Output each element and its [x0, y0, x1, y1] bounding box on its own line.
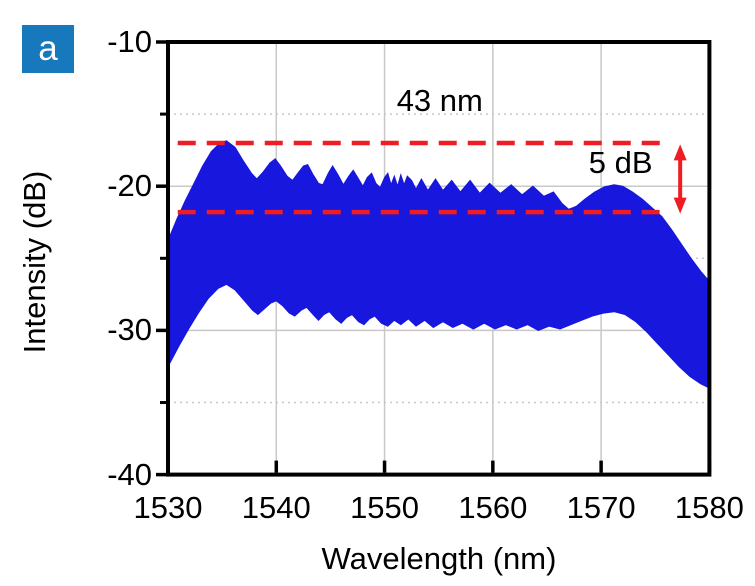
x-tick-label: 1540 — [241, 489, 311, 525]
y-tick-label: -40 — [107, 456, 152, 492]
x-tick-label: 1570 — [566, 489, 636, 525]
x-axis-title: Wavelength (nm) — [321, 541, 557, 576]
y-tick-label: -30 — [107, 312, 152, 348]
panel-label-a: a — [22, 25, 74, 73]
x-tick-label: 1550 — [350, 489, 420, 525]
plot-frame — [166, 40, 712, 477]
y-tick-label: -20 — [107, 168, 152, 204]
level-arrow-head-down — [673, 197, 687, 214]
x-tick-label: 1580 — [674, 489, 744, 525]
y-tick-label: -10 — [107, 24, 152, 59]
level-arrow-head-up — [673, 144, 687, 161]
x-tick-label: 1530 — [133, 489, 203, 525]
x-tick-label: 1560 — [458, 489, 528, 525]
level-annotation: 5 dB — [588, 145, 653, 181]
bandwidth-annotation: 43 nm — [396, 83, 483, 119]
y-axis-title: Intensity (dB) — [17, 170, 52, 354]
